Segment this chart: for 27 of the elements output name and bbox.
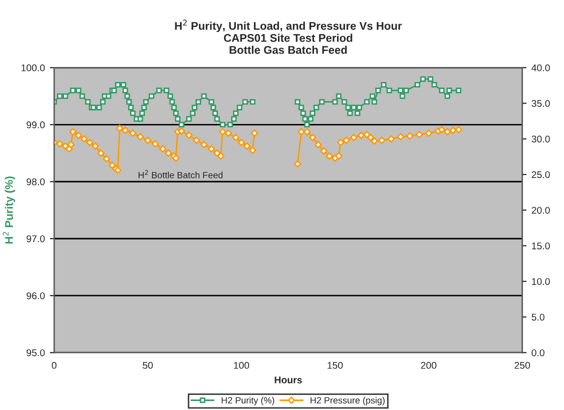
y-tick-label: 100.0	[22, 64, 45, 72]
x-tick-label: 200	[421, 362, 436, 369]
x-tick-label: 50	[142, 362, 153, 369]
y2-tick-label: 15.0	[532, 242, 550, 250]
y-tick-label: 99.0	[26, 121, 45, 128]
y2-tick-label: 35.0	[532, 100, 550, 107]
x-tick-label: 100	[234, 362, 250, 369]
y-tick-label: 95.0	[26, 349, 45, 356]
y-tick-label: 97.0	[26, 235, 45, 242]
chart-title: H$^{2}$ Purity, Unit Load, and Pressure Vs Hour CAPS01 Site Test Period Bottle Gas Batch Feed	[175, 20, 402, 54]
y-axis-title: H$^{2}$ Purity (%)	[2, 176, 16, 244]
y2-tick-label: 20.0	[532, 206, 550, 214]
y2-tick-label: 0.0	[532, 349, 544, 356]
x-tick-label: 250	[514, 362, 530, 369]
y-tick-label: 96.0	[26, 292, 45, 300]
legend-label: H2 Purity (%)	[222, 396, 274, 406]
x-tick-label: 0	[52, 362, 56, 369]
y2-tick-label: 30.0	[532, 136, 550, 143]
y-tick-label: 98.0	[26, 178, 45, 186]
legend-label: H2 Pressure (psig)	[310, 396, 385, 406]
y2-tick-label: 25.0	[532, 171, 550, 178]
y2-tick-label: 5.0	[532, 314, 544, 321]
y2-tick-label: 40.0	[532, 64, 550, 72]
x-tick-label: 150	[328, 362, 343, 369]
annotation: H$^{2}$ Bottle Batch Feed	[138, 170, 222, 178]
y2-tick-label: 10.0	[532, 278, 550, 285]
x-axis-title: Hours	[274, 376, 302, 384]
